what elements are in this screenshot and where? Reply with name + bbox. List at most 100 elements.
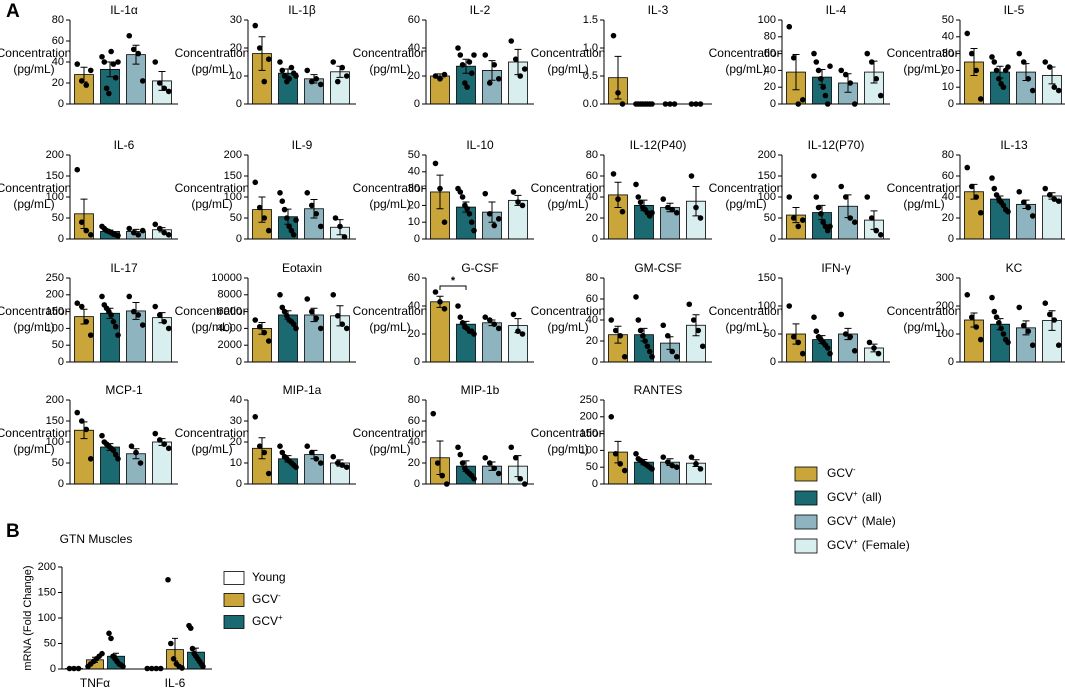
data-point <box>491 465 498 472</box>
data-point <box>822 92 829 99</box>
y-tick-label: 0 <box>414 478 420 490</box>
data-point <box>78 78 85 84</box>
y-tick-label: 50 <box>942 14 954 26</box>
data-point <box>279 67 286 74</box>
y-tick-label: 50 <box>52 457 64 469</box>
data-point <box>877 92 884 99</box>
data-point <box>519 331 526 337</box>
y-tick-label: 30 <box>408 183 420 195</box>
data-point <box>868 215 875 221</box>
data-point <box>660 196 667 202</box>
data-point <box>156 225 163 232</box>
data-point <box>642 338 648 344</box>
data-point <box>308 308 315 315</box>
data-point <box>964 30 971 37</box>
chart-title: IL-13 <box>1000 138 1028 152</box>
data-point <box>519 202 526 209</box>
data-point <box>343 73 350 79</box>
data-point <box>517 73 524 79</box>
data-point <box>799 217 806 223</box>
bar <box>152 317 172 363</box>
y-tick-label: 100 <box>758 14 776 26</box>
data-point <box>515 199 521 205</box>
data-point <box>649 209 655 216</box>
y-tick-label: 0 <box>58 356 64 368</box>
y-tick-label: 150 <box>46 306 64 318</box>
data-point <box>281 308 288 315</box>
data-point <box>165 576 171 583</box>
data-point <box>281 206 288 213</box>
y-tick-label: 60 <box>408 415 420 427</box>
data-point <box>993 67 1000 74</box>
data-point <box>317 460 324 466</box>
data-point <box>486 80 493 86</box>
data-point <box>847 334 854 340</box>
data-point <box>156 437 163 443</box>
data-point <box>457 52 464 58</box>
legend-swatch <box>794 466 818 482</box>
data-point <box>517 475 524 482</box>
y-tick-label: 200 <box>46 394 64 406</box>
data-point <box>864 194 871 200</box>
data-point <box>827 350 833 357</box>
data-point <box>813 194 820 200</box>
data-point <box>1029 342 1036 349</box>
data-point <box>441 219 448 225</box>
bar <box>1016 203 1036 240</box>
chart-title: GM-CSF <box>634 261 681 275</box>
panel-label: A <box>6 1 20 22</box>
y-tick-label: 150 <box>46 415 64 427</box>
data-point <box>1029 87 1036 94</box>
data-point <box>78 418 85 424</box>
data-point <box>1005 208 1011 215</box>
y-axis-label: (pg/mL) <box>369 62 410 76</box>
data-point <box>288 64 295 71</box>
data-point <box>1042 59 1049 65</box>
y-tick-label: 100 <box>46 191 64 203</box>
data-point <box>686 301 693 308</box>
data-point <box>165 325 172 332</box>
data-point <box>649 353 655 360</box>
data-point <box>877 232 884 238</box>
data-point <box>864 50 871 57</box>
data-point <box>112 74 119 81</box>
legend-swatch <box>794 514 818 530</box>
y-axis-label: (pg/mL) <box>547 320 588 334</box>
y-tick-label: 0 <box>236 478 242 490</box>
data-point <box>697 466 704 472</box>
data-point <box>74 300 81 307</box>
data-point <box>649 466 655 472</box>
data-point <box>1005 339 1011 346</box>
data-point <box>612 450 619 457</box>
y-axis-label: (pg/mL) <box>725 197 766 211</box>
bar <box>430 301 450 363</box>
data-point <box>669 206 676 213</box>
data-point <box>252 22 259 29</box>
data-point <box>83 82 90 88</box>
data-point <box>170 656 177 662</box>
y-tick-label: 200 <box>224 149 242 161</box>
legend-swatch <box>223 615 245 629</box>
data-point <box>873 227 880 234</box>
y-tick-label: 100 <box>758 300 776 312</box>
y-tick-label: 200 <box>758 149 776 161</box>
chart-title: IL-1α <box>110 3 138 17</box>
y-tick-label: 0 <box>948 233 954 245</box>
data-point <box>101 59 108 65</box>
y-tick-label: 150 <box>224 170 242 182</box>
data-point <box>279 304 286 311</box>
data-point <box>664 204 671 211</box>
y-tick-label: 20 <box>586 335 598 347</box>
data-point <box>468 219 475 225</box>
data-point <box>457 314 464 321</box>
chart-title: RANTES <box>634 383 683 397</box>
data-point <box>200 663 206 670</box>
data-point <box>265 227 272 234</box>
y-tick-label: 20 <box>52 77 64 89</box>
data-point <box>851 348 858 354</box>
data-point <box>482 314 489 321</box>
data-point <box>991 185 998 192</box>
data-point <box>441 71 448 78</box>
legend-rest: (all) <box>862 490 882 504</box>
y-tick-label: 150 <box>758 272 776 284</box>
